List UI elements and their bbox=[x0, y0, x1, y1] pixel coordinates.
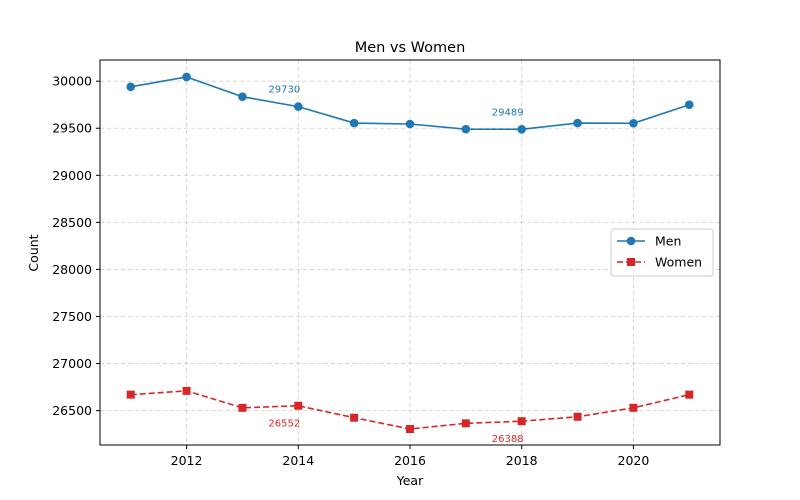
x-tick-label: 2018 bbox=[506, 453, 538, 468]
axes: 2012 2014 2016 2018 2020 26500 27000 27500 28000… bbox=[52, 59, 721, 468]
x-axis-label: Year bbox=[396, 473, 424, 488]
data-label: 29489 bbox=[492, 107, 524, 118]
data-point-women bbox=[350, 413, 359, 422]
data-point-women bbox=[126, 390, 135, 399]
data-point-women bbox=[182, 386, 191, 395]
y-tick-label: 28500 bbox=[52, 215, 92, 230]
data-label: 29730 bbox=[268, 85, 300, 96]
y-tick-label: 29500 bbox=[52, 121, 92, 136]
y-tick-label: 28000 bbox=[52, 262, 92, 277]
y-axis-label: Count bbox=[26, 234, 41, 271]
data-point-men bbox=[293, 102, 303, 111]
data-point-women bbox=[517, 417, 526, 426]
x-tick-label: 2020 bbox=[618, 453, 650, 468]
data-point-men bbox=[238, 92, 247, 102]
x-tick-label: 2016 bbox=[394, 453, 426, 468]
y-tick-label: 27500 bbox=[52, 309, 92, 324]
data-point-men bbox=[573, 118, 582, 128]
data-point-women bbox=[238, 403, 247, 412]
data-point-men bbox=[684, 100, 694, 110]
data-point-men bbox=[182, 72, 191, 82]
data-point-women bbox=[629, 403, 638, 412]
x-tick-label: 2014 bbox=[282, 453, 314, 468]
annotations: 29730 29489 26552 26388 bbox=[268, 85, 523, 446]
legend: Men Women bbox=[610, 228, 714, 277]
y-tick-label: 26500 bbox=[52, 403, 92, 418]
y-tick-label: 29000 bbox=[52, 168, 92, 183]
data-point-men bbox=[517, 124, 527, 134]
data-label: 26388 bbox=[492, 434, 524, 445]
chart-title: Men vs Women bbox=[355, 40, 466, 56]
legend-marker bbox=[627, 258, 635, 266]
data-point-women bbox=[461, 419, 470, 428]
y-tick-label: 27000 bbox=[52, 356, 92, 371]
x-tick-label: 2012 bbox=[171, 453, 203, 468]
data-point-women bbox=[406, 424, 414, 433]
data-point-women bbox=[294, 401, 303, 410]
series bbox=[126, 72, 694, 433]
legend-marker bbox=[626, 236, 636, 246]
data-point-men bbox=[461, 124, 471, 134]
data-point-men bbox=[405, 119, 415, 129]
data-point-men bbox=[349, 118, 359, 128]
data-point-men bbox=[126, 82, 136, 92]
data-label: 26552 bbox=[268, 419, 300, 430]
legend-label: Men bbox=[655, 234, 681, 249]
data-point-men bbox=[629, 118, 638, 128]
legend-label: Women bbox=[655, 255, 702, 270]
data-point-women bbox=[685, 390, 694, 399]
data-point-women bbox=[573, 412, 582, 421]
y-tick-label: 30000 bbox=[52, 74, 92, 89]
